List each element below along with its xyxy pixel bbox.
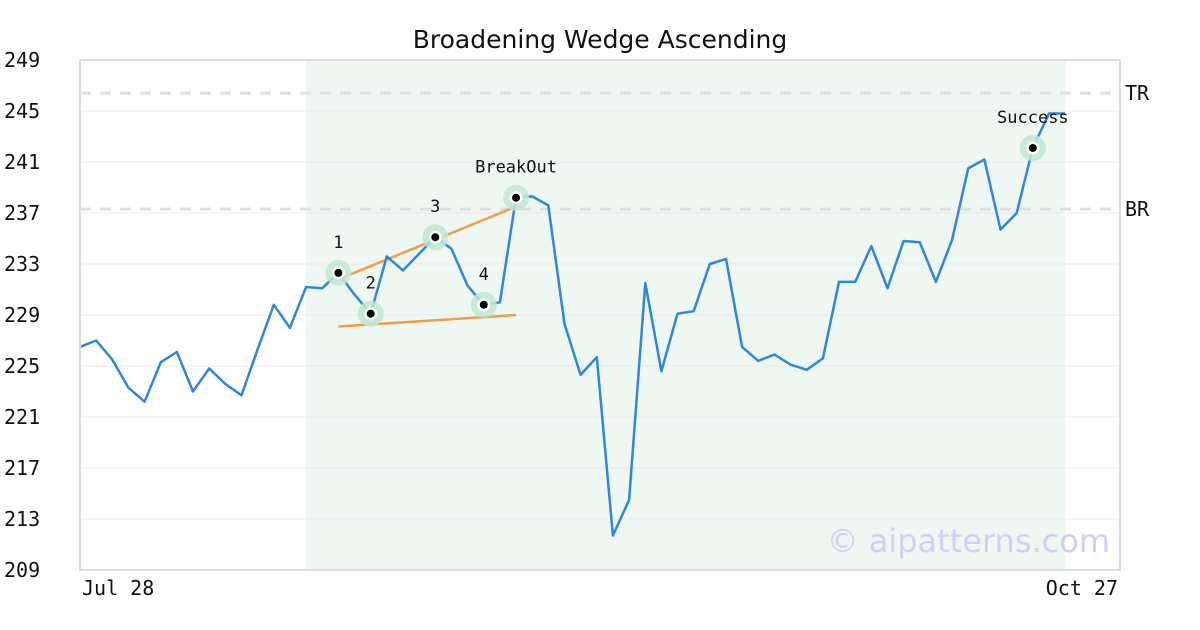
pattern-point-label: BreakOut [475, 158, 557, 178]
pattern-point [512, 193, 521, 202]
reference-label-br: BR [1125, 197, 1150, 221]
reference-lines-layer: TR BR [80, 81, 1150, 221]
pattern-point-label: 1 [333, 233, 343, 253]
pattern-point [366, 309, 375, 318]
reference-label-tr: TR [1125, 81, 1150, 105]
pattern-point-label: 3 [430, 197, 440, 217]
pattern-point [479, 300, 488, 309]
pattern-point [334, 268, 343, 277]
grid-layer [80, 110, 1120, 520]
y-tick-label: 233 [4, 252, 40, 276]
pattern-points-layer: 1 2 3 4 BreakOut Success [325, 108, 1069, 327]
watermark: © aipatterns.com [827, 522, 1110, 560]
pattern-point-label: 4 [479, 265, 489, 285]
y-tick-label: 217 [4, 456, 40, 480]
plot-frame [79, 59, 1121, 571]
price-series-layer [79, 112, 1066, 537]
y-tick-label: 237 [4, 201, 40, 225]
x-tick-label: Jul 28 [82, 576, 154, 600]
pattern-point-label: 2 [366, 274, 376, 294]
pattern-point-label: Success [997, 108, 1069, 128]
y-tick-label: 221 [4, 405, 40, 429]
x-tick-label: Oct 27 [1046, 576, 1118, 600]
y-tick-label: 249 [4, 48, 40, 72]
y-tick-label: 225 [4, 354, 40, 378]
y-tick-label: 241 [4, 150, 40, 174]
y-tick-label: 209 [4, 558, 40, 582]
y-tick-label: 229 [4, 303, 40, 327]
chart-title: Broadening Wedge Ascending [413, 25, 788, 54]
pattern-point [431, 233, 440, 242]
y-tick-label: 245 [4, 99, 40, 123]
y-tick-label: 213 [4, 507, 40, 531]
pattern-point [1028, 143, 1037, 152]
price-line [79, 112, 1066, 537]
